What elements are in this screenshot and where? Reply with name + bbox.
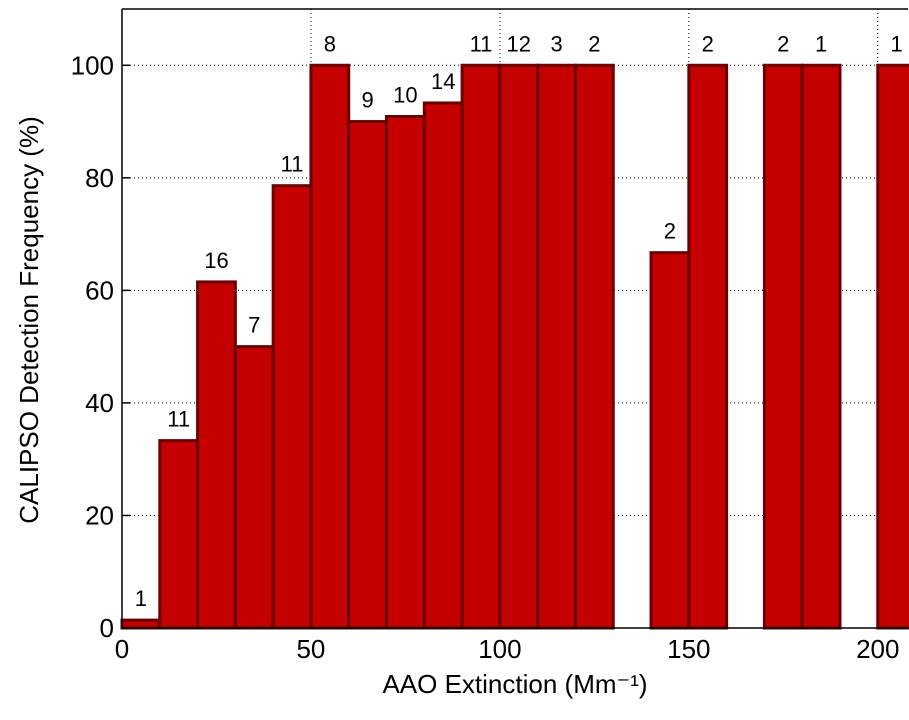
bar-count-label: 2 xyxy=(664,219,676,244)
y-tick-label: 40 xyxy=(85,388,114,418)
bar xyxy=(687,63,729,630)
bar-count-label: 3 xyxy=(550,31,562,56)
bar xyxy=(649,251,691,630)
bar-count-label: 9 xyxy=(362,88,374,113)
bar xyxy=(196,280,237,630)
bar-count-label: 2 xyxy=(777,31,789,56)
bar xyxy=(762,63,804,630)
bar xyxy=(120,618,162,630)
bar-count-label: 8 xyxy=(324,31,336,56)
bar-count-label: 7 xyxy=(248,313,260,338)
bar-count-label: 11 xyxy=(167,407,190,432)
x-axis-label: AAO Extinction (Mm⁻¹) xyxy=(382,669,647,699)
bar-count-label: 2 xyxy=(702,31,714,56)
y-axis-label: CALIPSO Detection Frequency (%) xyxy=(14,116,44,524)
bar xyxy=(422,101,464,630)
bar-count-label: 11 xyxy=(470,31,493,56)
bar-count-label: 12 xyxy=(507,31,531,56)
y-tick-label: 60 xyxy=(85,275,114,305)
bar xyxy=(876,63,909,630)
bar-count-label: 10 xyxy=(393,82,417,107)
bar xyxy=(498,63,540,630)
bar xyxy=(309,63,351,630)
bar-count-label: 11 xyxy=(281,152,304,177)
bar xyxy=(573,63,615,630)
bar xyxy=(800,63,842,630)
y-tick-label: 80 xyxy=(85,163,114,193)
bar-count-label: 14 xyxy=(431,69,455,94)
bar xyxy=(385,114,426,630)
x-tick-label: 200 xyxy=(856,634,899,664)
bar xyxy=(460,63,502,630)
x-tick-label: 0 xyxy=(115,634,129,664)
bar-count-label: 16 xyxy=(204,248,228,273)
bar xyxy=(536,63,577,630)
x-tick-label: 100 xyxy=(478,634,521,664)
bar-count-label: 2 xyxy=(588,31,600,56)
x-tick-label: 50 xyxy=(296,634,325,664)
y-tick-label: 100 xyxy=(71,50,114,80)
y-tick-label: 20 xyxy=(85,500,114,530)
bar xyxy=(271,184,313,630)
bar-count-label: 1 xyxy=(815,31,827,56)
y-tick-label: 0 xyxy=(100,613,114,643)
bar-count-label: 1 xyxy=(891,31,903,56)
bar xyxy=(347,120,389,630)
bar-count-label: 1 xyxy=(135,586,147,611)
bar xyxy=(233,345,275,630)
x-tick-label: 150 xyxy=(667,634,710,664)
bar xyxy=(158,439,200,630)
